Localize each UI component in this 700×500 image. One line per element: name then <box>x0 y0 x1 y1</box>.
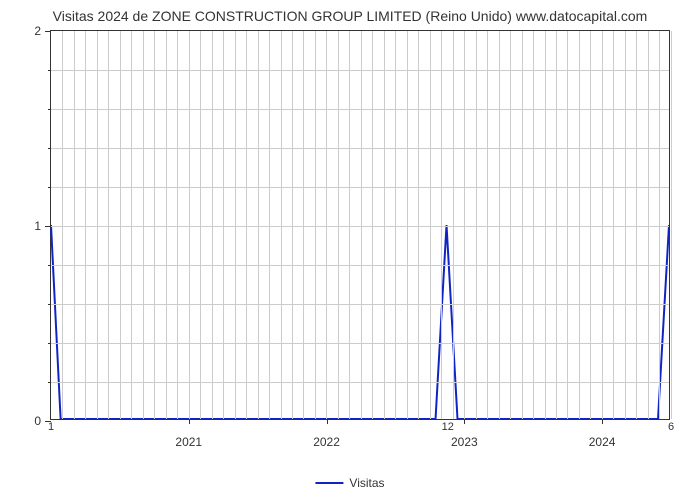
x-axis-year-label: 2022 <box>313 435 340 449</box>
legend-swatch <box>315 482 343 484</box>
grid-line <box>453 31 454 419</box>
x-axis-year-label: 2021 <box>175 435 202 449</box>
grid-line <box>590 31 591 419</box>
grid-line <box>418 31 419 419</box>
grid-line <box>315 31 316 419</box>
grid-line <box>384 31 385 419</box>
grid-line <box>395 31 396 419</box>
legend-label: Visitas <box>349 476 384 490</box>
grid-line <box>567 31 568 419</box>
grid-line <box>510 31 511 419</box>
x-axis-tick <box>327 419 328 424</box>
grid-line <box>349 31 350 419</box>
grid-line <box>361 31 362 419</box>
y-axis-minor-tick <box>48 343 51 344</box>
grid-line <box>326 31 327 419</box>
chart-title: Visitas 2024 de ZONE CONSTRUCTION GROUP … <box>0 0 700 24</box>
grid-line <box>303 31 304 419</box>
grid-line <box>62 31 63 419</box>
grid-line <box>281 31 282 419</box>
x-axis-tick <box>189 419 190 424</box>
grid-line <box>223 31 224 419</box>
grid-line <box>189 31 190 419</box>
grid-line <box>154 31 155 419</box>
grid-line <box>522 31 523 419</box>
grid-line <box>613 31 614 419</box>
x-axis-month-label: 12 <box>442 421 454 433</box>
grid-line <box>258 31 259 419</box>
grid-line <box>143 31 144 419</box>
grid-line <box>648 31 649 419</box>
x-axis-tick <box>464 419 465 424</box>
grid-line <box>625 31 626 419</box>
grid-line <box>579 31 580 419</box>
grid-line <box>120 31 121 419</box>
grid-line <box>464 31 465 419</box>
legend: Visitas <box>315 476 384 490</box>
grid-line <box>430 31 431 419</box>
grid-line <box>407 31 408 419</box>
y-axis-minor-tick <box>48 148 51 149</box>
grid-line <box>487 31 488 419</box>
x-axis-year-label: 2024 <box>589 435 616 449</box>
grid-line <box>476 31 477 419</box>
grid-line <box>441 31 442 419</box>
plot-area: 01220212022202320241126 <box>50 30 670 420</box>
grid-line <box>338 31 339 419</box>
chart-container: 01220212022202320241126 <box>50 30 670 420</box>
x-axis-year-label: 2023 <box>451 435 478 449</box>
x-axis-tick <box>602 419 603 424</box>
grid-line <box>246 31 247 419</box>
grid-line <box>602 31 603 419</box>
grid-line <box>200 31 201 419</box>
grid-line <box>85 31 86 419</box>
grid-line <box>108 31 109 419</box>
x-axis-month-label: 1 <box>48 421 54 433</box>
y-axis-minor-tick <box>48 187 51 188</box>
y-axis-minor-tick <box>48 109 51 110</box>
grid-line <box>545 31 546 419</box>
grid-line <box>499 31 500 419</box>
grid-line <box>292 31 293 419</box>
grid-line <box>212 31 213 419</box>
x-axis-month-label: 6 <box>668 421 674 433</box>
grid-line <box>97 31 98 419</box>
grid-line <box>177 31 178 419</box>
grid-line <box>74 31 75 419</box>
grid-line <box>671 31 672 419</box>
y-axis-minor-tick <box>48 304 51 305</box>
grid-line <box>269 31 270 419</box>
y-axis-minor-tick <box>48 382 51 383</box>
grid-line <box>372 31 373 419</box>
y-axis-label: 2 <box>34 24 41 38</box>
y-axis-minor-tick <box>48 265 51 266</box>
y-axis-tick <box>45 31 51 32</box>
grid-line <box>166 31 167 419</box>
grid-line <box>533 31 534 419</box>
grid-line <box>659 31 660 419</box>
y-axis-label: 0 <box>34 414 41 428</box>
grid-line <box>235 31 236 419</box>
y-axis-label: 1 <box>34 219 41 233</box>
grid-line <box>131 31 132 419</box>
y-axis-minor-tick <box>48 70 51 71</box>
grid-line <box>556 31 557 419</box>
grid-line <box>636 31 637 419</box>
